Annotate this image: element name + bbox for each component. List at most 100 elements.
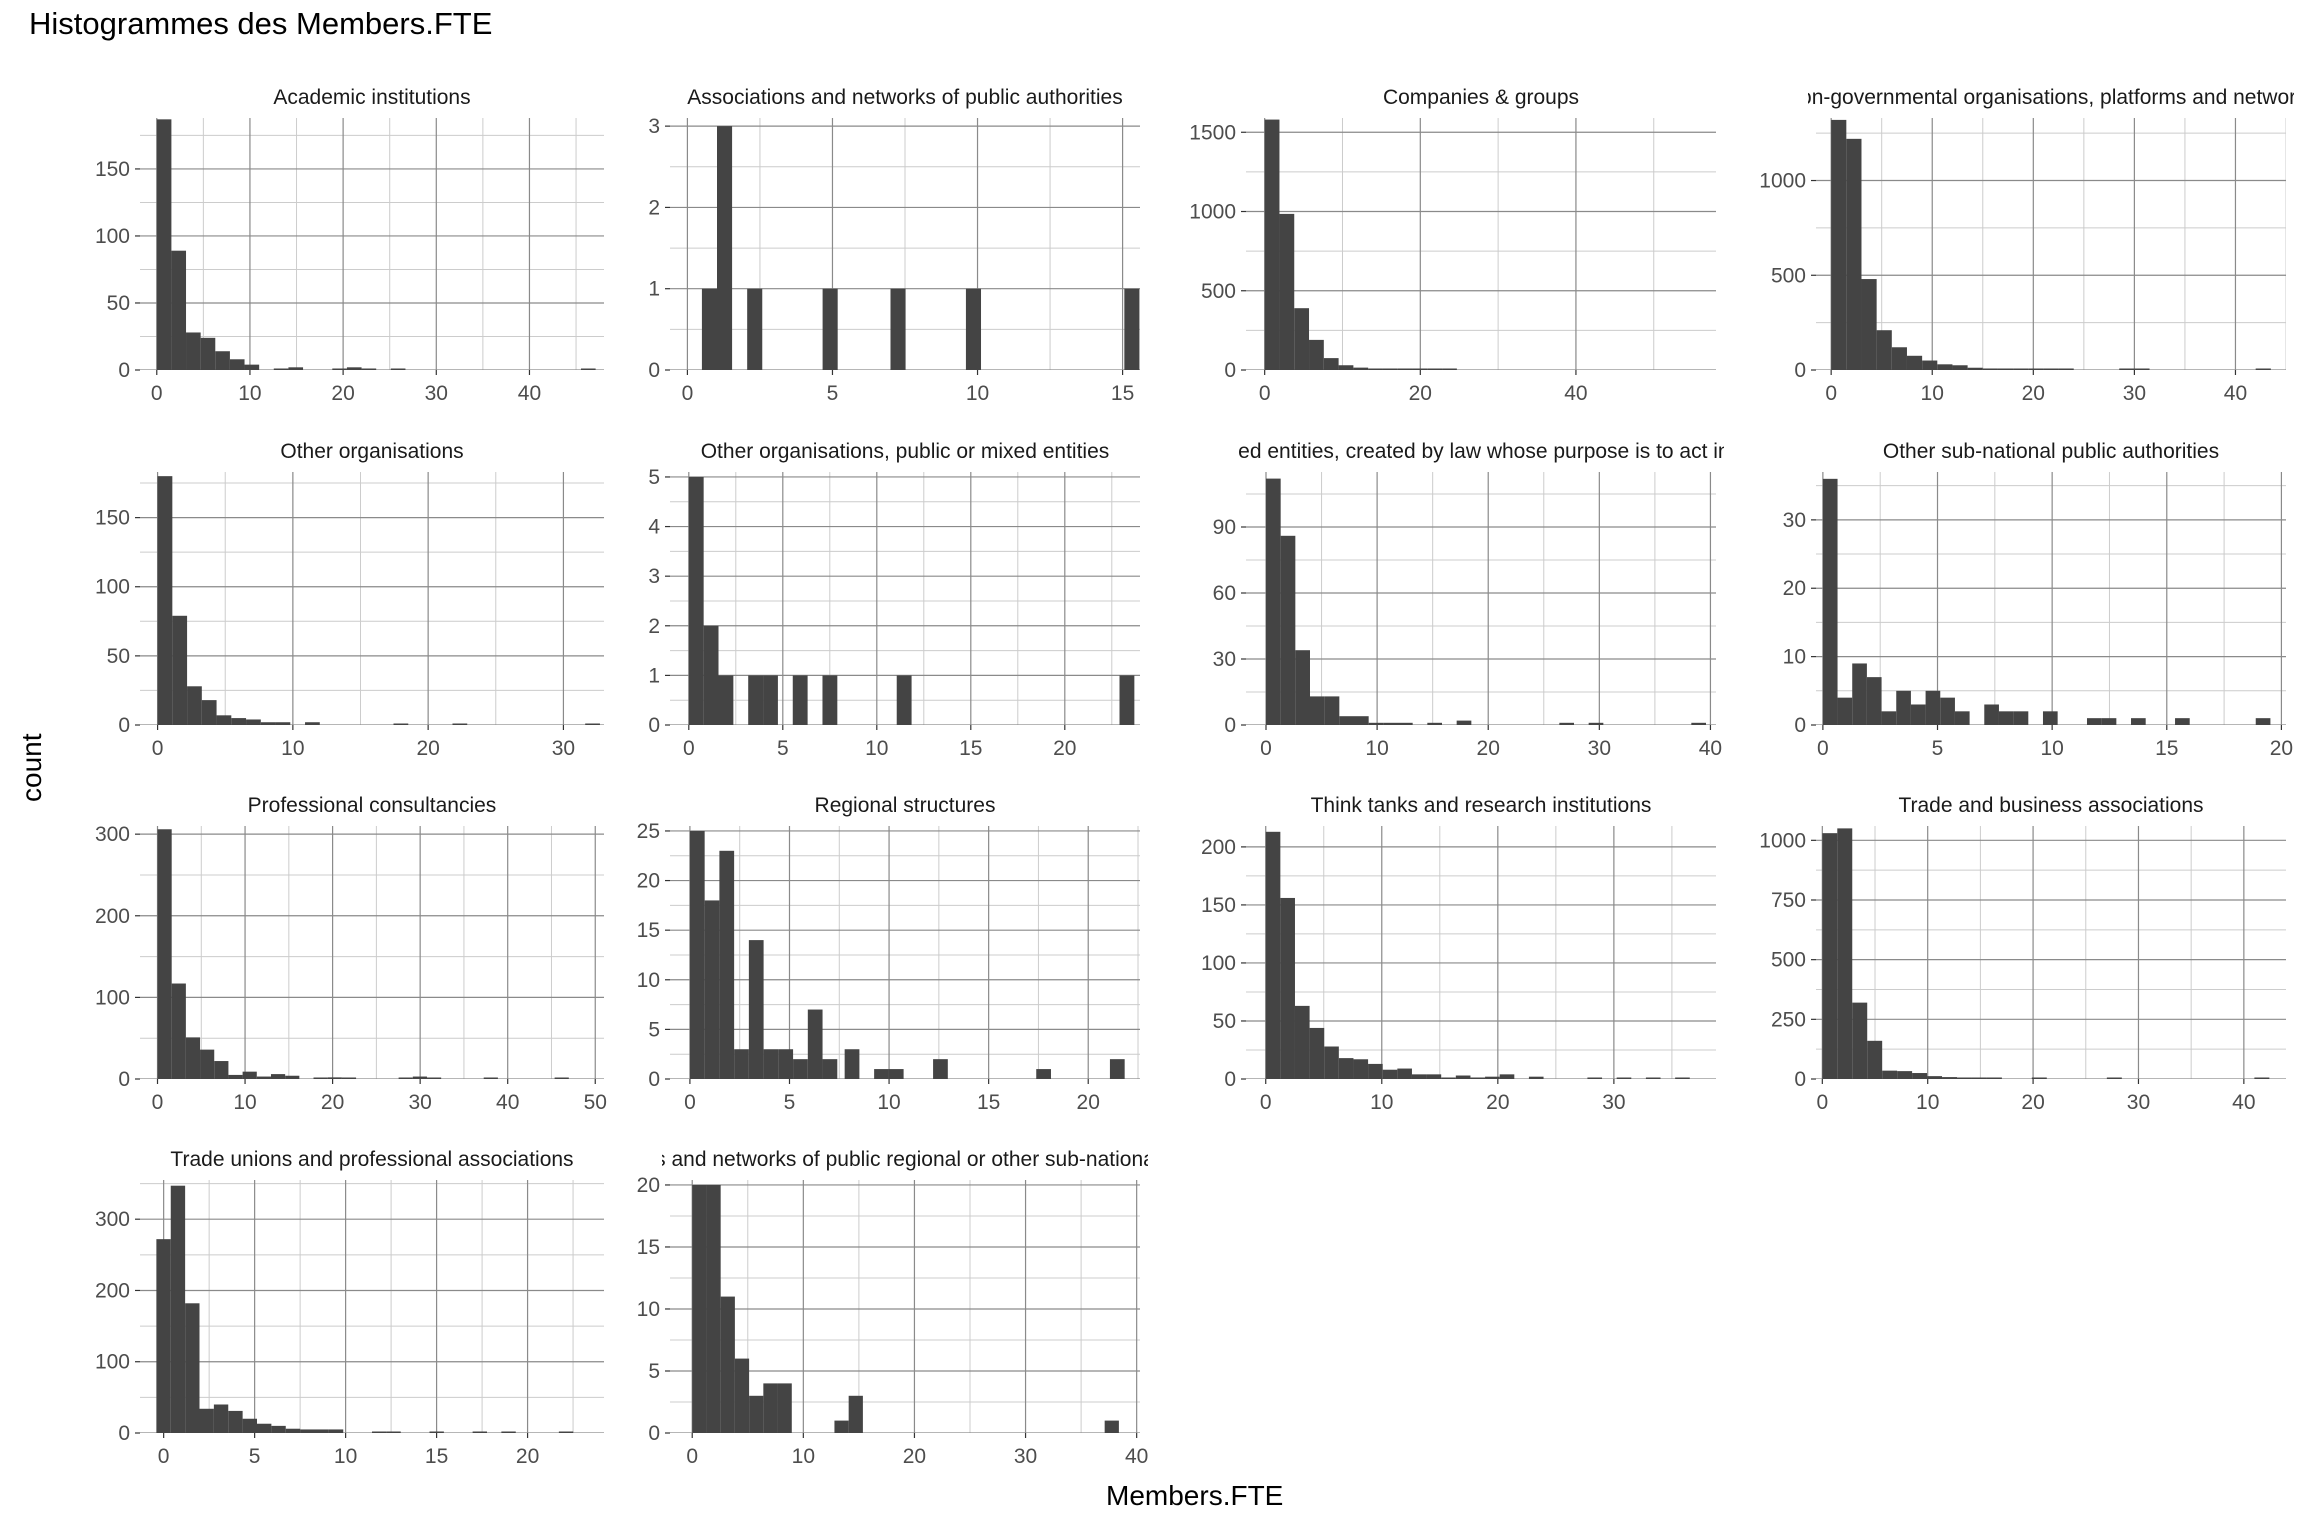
y-tick-label: 0: [1224, 714, 1236, 737]
y-tick-label: 50: [107, 645, 130, 668]
y-tick-label: 1500: [1189, 121, 1236, 144]
bars: [692, 1184, 1119, 1433]
histogram-bar: [452, 723, 468, 725]
histogram-bar: [554, 1077, 569, 1079]
histogram-bar: [701, 288, 717, 370]
histogram-bar: [327, 1077, 342, 1079]
histogram-bar: [763, 1383, 778, 1433]
x-tick-label: 20: [1077, 1091, 1100, 1114]
histogram-bar: [185, 1037, 201, 1079]
histogram-bar: [215, 351, 230, 370]
bars: [688, 476, 1135, 725]
y-tick-label: 10: [637, 969, 660, 992]
bars: [1831, 119, 2271, 370]
x-tick-label: 0: [152, 1091, 164, 1114]
x-tick-label: 50: [584, 1091, 607, 1114]
histogram-bar: [748, 675, 764, 725]
bars: [1822, 478, 2271, 725]
bars: [1266, 478, 1706, 725]
histogram-bar: [1338, 1058, 1354, 1079]
histogram-bar: [1309, 339, 1324, 370]
x-tick-label: 30: [1588, 737, 1611, 760]
grid-lines: [670, 826, 1140, 1079]
x-tick-label: 0: [686, 1445, 698, 1468]
histogram-bar: [580, 368, 596, 370]
x-tick-label: 40: [518, 382, 541, 405]
histogram-bar: [734, 1358, 750, 1433]
histogram-bar: [1455, 1075, 1471, 1079]
histogram-bar: [483, 1077, 498, 1079]
panel-title: Associations and networks of public regi…: [548, 1148, 1262, 1171]
x-tick-label: 20: [1486, 1091, 1509, 1114]
y-tick-label: 1000: [1189, 201, 1236, 224]
x-tick-label: 15: [977, 1091, 1000, 1114]
y-tick-label: 3: [648, 115, 660, 138]
histogram-bar: [1867, 1040, 1883, 1079]
x-tick-label: 5: [827, 382, 839, 405]
histogram-bar: [1279, 213, 1295, 370]
histogram-bar: [1967, 367, 1983, 370]
y-tick-label: 0: [648, 714, 660, 737]
histogram-bar: [271, 1425, 286, 1433]
histogram-bar: [1846, 138, 1862, 370]
histogram-bar: [1324, 1046, 1339, 1079]
histogram-bar: [275, 722, 291, 725]
histogram-bar: [778, 1049, 794, 1079]
y-tick-label: 0: [1794, 1068, 1806, 1091]
y-tick-label: 100: [95, 986, 130, 1009]
histogram-bar: [822, 675, 838, 725]
x-tick-label: 0: [682, 382, 694, 405]
histogram-bar: [2058, 368, 2074, 370]
y-tick-label: 0: [118, 714, 130, 737]
histogram-bar: [313, 1077, 328, 1079]
y-tick-label: 150: [1201, 894, 1236, 917]
histogram-bar: [1971, 1077, 1987, 1079]
facet-panel: 0 5 10 15 20 0 1 2 3 4 5 Other organisations, publi…: [648, 440, 1140, 760]
y-tick-label: 0: [1794, 714, 1806, 737]
histogram-bar: [213, 1404, 229, 1433]
y-tick-label: 30: [1783, 509, 1806, 532]
panel-title: Trade and business associations: [1898, 794, 2203, 817]
y-tick-label: 0: [118, 1422, 130, 1445]
x-tick-label: 30: [552, 737, 575, 760]
histogram-bar: [216, 715, 232, 725]
grid-lines: [1246, 472, 1716, 725]
y-tick-label: 90: [1213, 516, 1236, 539]
histogram-bar: [1382, 368, 1398, 370]
histogram-bar: [186, 332, 201, 370]
histogram-bar: [1368, 1063, 1383, 1079]
histogram-bar: [703, 625, 719, 725]
histogram-bar: [1891, 347, 1907, 370]
histogram-bar: [748, 940, 764, 1079]
y-tick-label: 200: [95, 1279, 130, 1302]
y-tick-label: 100: [95, 225, 130, 248]
histogram-bar: [1559, 722, 1574, 725]
histogram-bar: [1587, 1077, 1603, 1079]
y-tick-label: 5: [648, 1018, 660, 1041]
y-tick-label: 150: [95, 507, 130, 530]
histogram-bar: [199, 1408, 214, 1433]
histogram-bar: [933, 1059, 948, 1079]
panel-title: Trade unions and professional associatio…: [170, 1148, 573, 1171]
histogram-bar: [2175, 718, 2190, 725]
histogram-bar: [1499, 1074, 1515, 1079]
grid-lines: [140, 118, 604, 370]
y-tick-label: 15: [637, 1236, 660, 1259]
facet-panel: 0 5 10 15 20 0 10 20 30 Other sub-national public…: [1783, 440, 2293, 760]
x-tick-label: 30: [2127, 1091, 2150, 1114]
histogram-bar: [807, 1009, 823, 1079]
histogram-bar: [242, 1071, 257, 1079]
histogram-bar: [1897, 1071, 1913, 1079]
histogram-bar: [1675, 1077, 1690, 1079]
y-tick-label: 1: [648, 664, 660, 687]
histogram-bar: [2134, 368, 2150, 370]
x-tick-label: 0: [152, 737, 164, 760]
bars: [701, 126, 1140, 370]
y-tick-label: 5: [648, 466, 660, 489]
histogram-bar: [1354, 716, 1369, 725]
histogram-bar: [1852, 1002, 1868, 1079]
histogram-bar: [890, 288, 906, 370]
histogram-bar: [1412, 368, 1428, 370]
y-tick-label: 60: [1213, 582, 1236, 605]
histogram-bar: [1368, 368, 1383, 370]
